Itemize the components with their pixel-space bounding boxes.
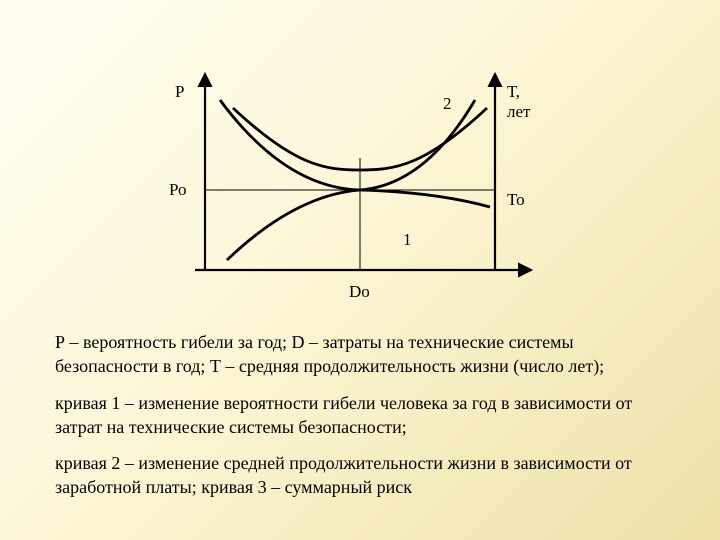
caption-line-2: кривая 1 – изменение вероятности гибели …: [55, 391, 665, 440]
label-To: То: [507, 190, 525, 210]
label-2: 2: [443, 94, 452, 114]
label-T: Т, лет: [507, 82, 545, 122]
label-1: 1: [403, 230, 412, 250]
label-Po: Ро: [169, 180, 187, 200]
risk-chart: Р Ро Т, лет То Dо 1 2: [175, 70, 545, 300]
label-Do: Dо: [349, 282, 370, 302]
curve-2: [227, 100, 475, 260]
caption-block: Р – вероятность гибели за год; D – затра…: [0, 320, 720, 500]
label-P: Р: [175, 82, 184, 102]
caption-line-1: Р – вероятность гибели за год; D – затра…: [55, 330, 665, 379]
chart-svg: [175, 70, 545, 300]
caption-line-3: кривая 2 – изменение средней продолжител…: [55, 451, 665, 500]
